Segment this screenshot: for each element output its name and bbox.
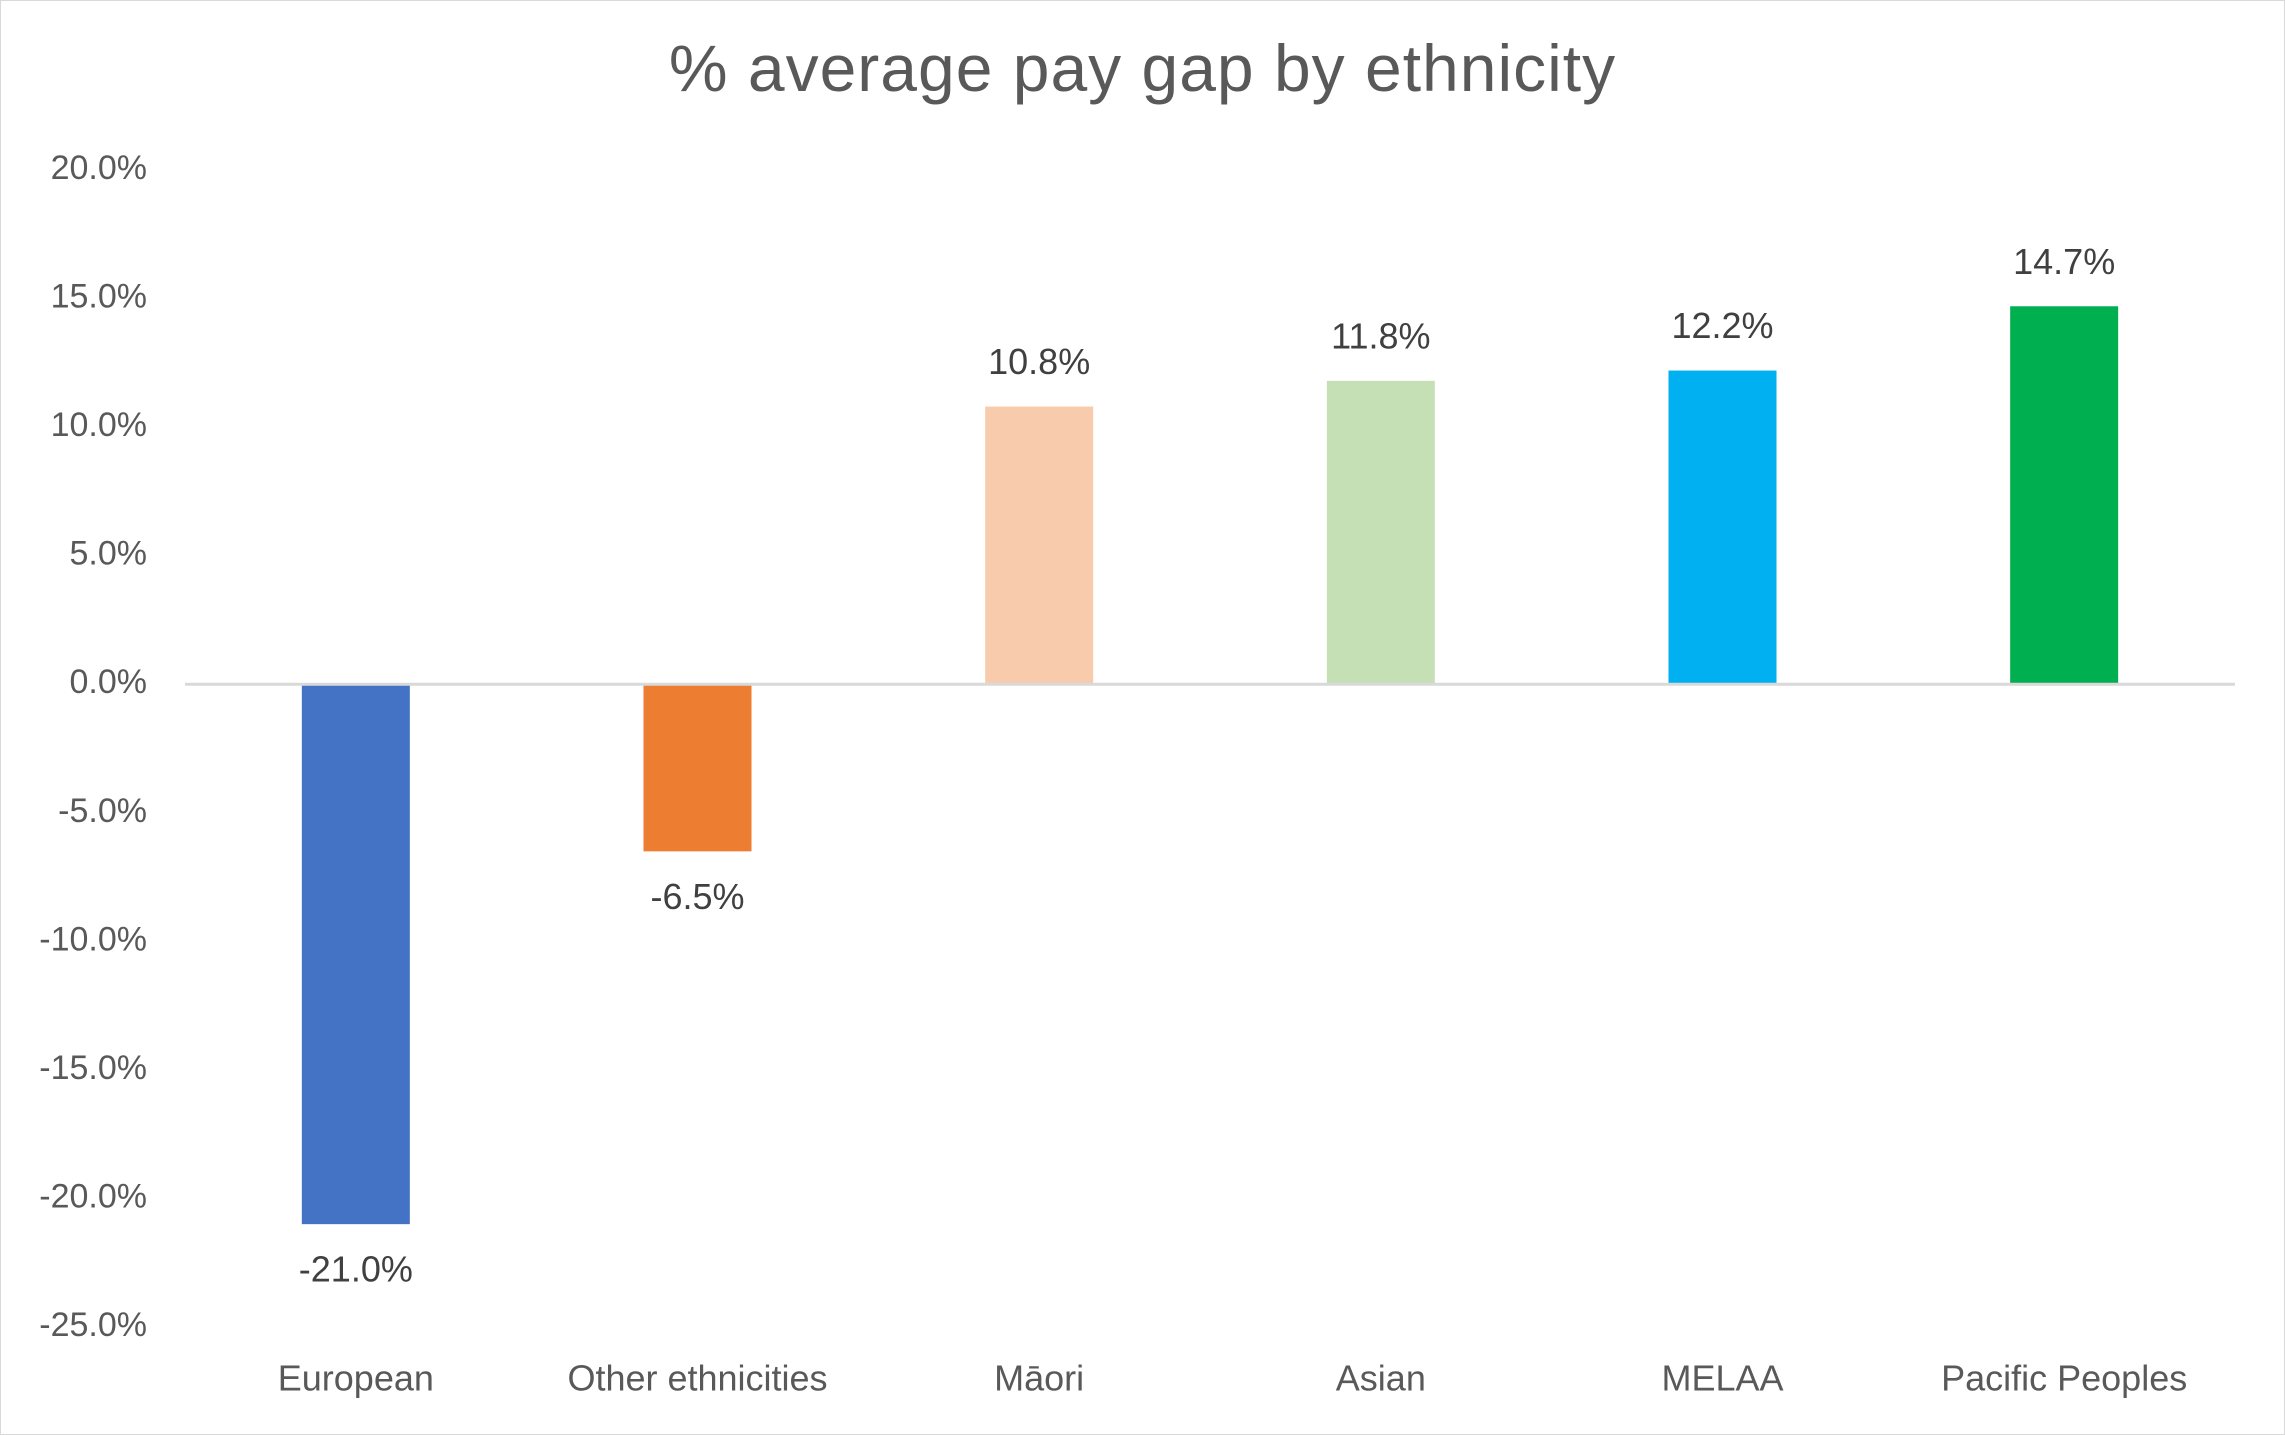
y-tick-label: 5.0% xyxy=(70,535,148,573)
bars xyxy=(301,306,2119,1225)
x-category-label: Asian xyxy=(1336,1358,1426,1399)
data-labels: -21.0% -6.5% 10.8% 11.8% 12.2% 14.7% xyxy=(299,241,2115,1290)
data-label: 10.8% xyxy=(988,341,1090,382)
y-tick-label: 0.0% xyxy=(70,663,148,701)
y-tick-label: 10.0% xyxy=(51,406,147,444)
y-tick-label: 15.0% xyxy=(51,278,147,316)
y-tick-label: -15.0% xyxy=(39,1049,147,1087)
y-tick-label: 20.0% xyxy=(51,149,147,187)
data-label: 14.7% xyxy=(2013,241,2115,282)
x-category-label: European xyxy=(278,1358,434,1399)
bar-m-ori xyxy=(985,406,1094,685)
y-tick-label: -5.0% xyxy=(58,792,147,830)
x-category-label: Other ethnicities xyxy=(567,1358,827,1399)
x-category-label: MELAA xyxy=(1661,1358,1783,1399)
bar-european xyxy=(301,684,410,1225)
x-category-label: Māori xyxy=(994,1358,1084,1399)
x-axis-category-labels: European Other ethnicities Māori Asian MELAA… xyxy=(278,1358,2187,1399)
bar-pacific-peoples xyxy=(2010,306,2119,685)
y-axis-tick-labels: 20.0% 15.0% 10.0% 5.0% 0.0% -5.0% -10.0% -15.0%… xyxy=(39,149,147,1344)
bar-melaa xyxy=(1668,370,1777,685)
bar-asian xyxy=(1326,380,1435,685)
chart-title: % average pay gap by ethnicity xyxy=(668,31,1617,105)
data-label: 12.2% xyxy=(1671,305,1773,346)
data-label: -6.5% xyxy=(650,876,744,917)
y-tick-label: -20.0% xyxy=(39,1177,147,1215)
x-category-label: Pacific Peoples xyxy=(1941,1358,2187,1399)
y-tick-label: -10.0% xyxy=(39,920,147,958)
bar-other-ethnicities xyxy=(643,684,752,852)
y-tick-label: -25.0% xyxy=(39,1306,147,1344)
data-label: -21.0% xyxy=(299,1249,413,1290)
data-label: 11.8% xyxy=(1331,315,1430,356)
